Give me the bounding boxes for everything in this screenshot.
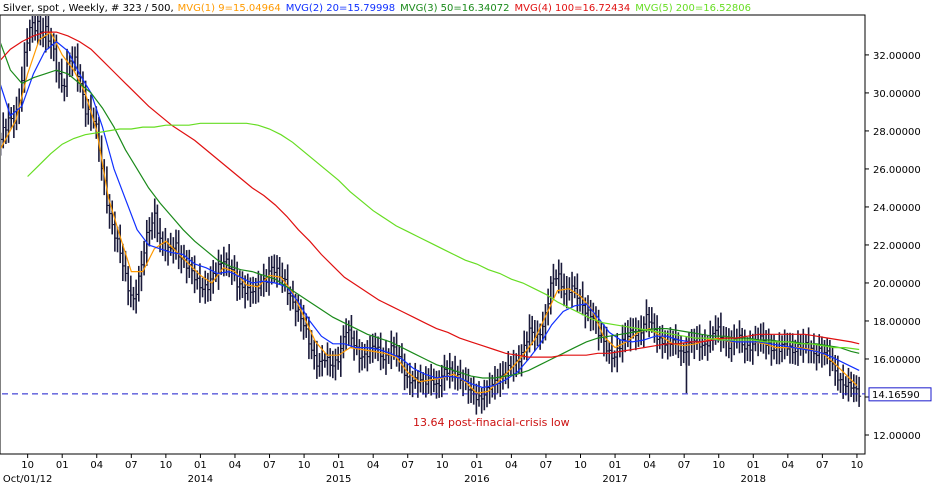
y-tick-label: 20.00000 [873, 279, 921, 290]
x-tick-label: 04 [505, 460, 518, 471]
ma50-line [1, 42, 860, 379]
plot-frame [0, 14, 866, 455]
x-tick-label: 10 [298, 460, 311, 471]
ma9-line [1, 31, 858, 394]
x-tick-label: 07 [401, 460, 414, 471]
y-tick-label: 30.00000 [873, 89, 921, 100]
ma200-line [27, 122, 860, 351]
x-year-label: 2018 [741, 474, 766, 485]
x-tick-label: 01 [194, 460, 207, 471]
last-price-value: 14.16590 [872, 390, 920, 401]
x-year-label: Oct/01/12 [3, 474, 52, 485]
x-tick-label: 10 [574, 460, 587, 471]
x-tick-label: 07 [263, 460, 276, 471]
x-tick-label: 01 [609, 460, 622, 471]
x-tick-label: 10 [712, 460, 725, 471]
x-tick-label: 10 [21, 460, 34, 471]
x-tick-label: 07 [125, 460, 138, 471]
x-tick-label: 01 [332, 460, 345, 471]
ma5-legend: MVG(5) 200=16.52806 [635, 3, 751, 14]
x-year-label: 2016 [464, 474, 489, 485]
x-tick-label: 10 [436, 460, 449, 471]
plot-area: 12.0000014.0000016.0000018.0000020.00000… [0, 14, 921, 485]
crisis-low-annotation: 13.64 post-finacial-crisis low [413, 416, 570, 429]
x-tick-label: 01 [470, 460, 483, 471]
y-tick-label: 24.00000 [873, 203, 921, 214]
x-tick-label: 07 [816, 460, 829, 471]
x-tick-label: 04 [643, 460, 656, 471]
y-tick-label: 18.00000 [873, 317, 921, 328]
x-tick-label: 10 [851, 460, 864, 471]
x-year-label: 2014 [188, 474, 213, 485]
y-tick-label: 12.00000 [873, 431, 921, 442]
x-year-label: 2015 [326, 474, 351, 485]
ma1-legend: MVG(1) 9=15.04964 [178, 3, 281, 14]
x-tick-label: 07 [540, 460, 553, 471]
plot-content [1, 16, 862, 415]
x-year-label: 2017 [602, 474, 627, 485]
y-tick-label: 26.00000 [873, 165, 921, 176]
chart-header: Silver, spot , Weekly, # 323 / 500, MVG(… [3, 3, 751, 14]
x-tick-label: 04 [367, 460, 380, 471]
x-tick-label: 04 [781, 460, 794, 471]
y-tick-label: 32.00000 [873, 51, 921, 62]
x-tick-label: 01 [747, 460, 760, 471]
y-tick-label: 28.00000 [873, 127, 921, 138]
ma100-line [1, 31, 860, 358]
ma3-legend: MVG(3) 50=16.34072 [400, 3, 509, 14]
x-tick-label: 01 [56, 460, 69, 471]
last-price-tag: 14.16590 [868, 387, 932, 402]
x-tick-label: 04 [229, 460, 242, 471]
y-tick-label: 22.00000 [873, 241, 921, 252]
x-tick-label: 10 [159, 460, 172, 471]
instrument-label: Silver, spot , Weekly, # 323 / 500, [3, 3, 174, 14]
x-tick-label: 04 [90, 460, 103, 471]
y-tick-label: 16.00000 [873, 355, 921, 366]
ma2-legend: MVG(2) 20=15.79998 [286, 3, 395, 14]
x-tick-label: 07 [678, 460, 691, 471]
last-price-box [868, 387, 932, 402]
ma4-legend: MVG(4) 100=16.72434 [514, 3, 630, 14]
